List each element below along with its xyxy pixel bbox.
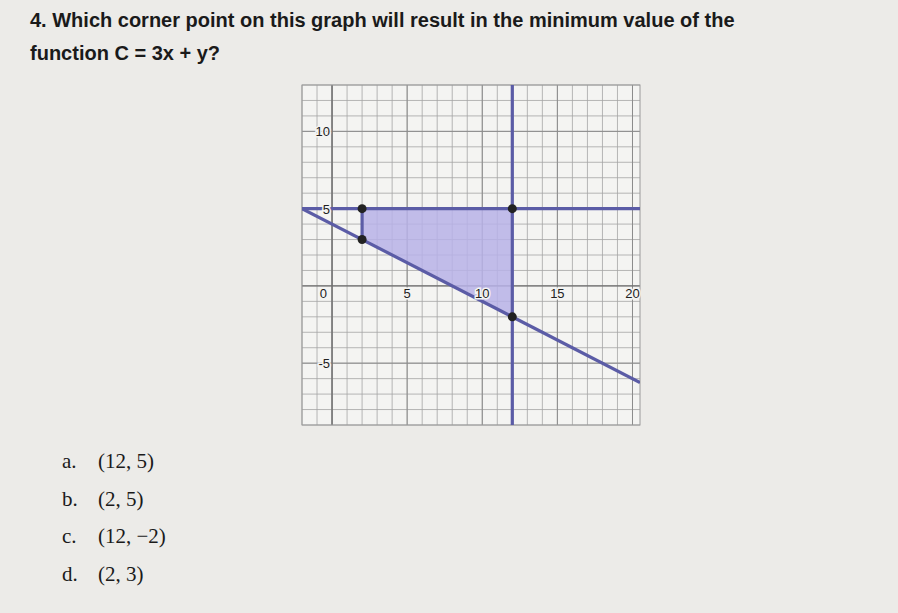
grid-line bbox=[302, 409, 640, 410]
question-line: 4. Which corner point on this graph will… bbox=[30, 9, 735, 31]
minor-grid bbox=[302, 85, 640, 425]
y-axis bbox=[331, 85, 332, 425]
grid-line bbox=[632, 85, 633, 425]
grid-line bbox=[302, 332, 640, 333]
plot-frame bbox=[302, 85, 640, 425]
y-tick-label: 5 bbox=[323, 202, 330, 217]
corner-point bbox=[358, 204, 367, 213]
grid-line bbox=[557, 85, 558, 425]
corner-point bbox=[358, 235, 367, 244]
x-tick-label: 15 bbox=[550, 286, 564, 301]
grid-line bbox=[302, 115, 640, 116]
boundary-line bbox=[360, 209, 363, 240]
grid-line bbox=[302, 162, 640, 163]
plot bbox=[302, 85, 640, 425]
boundary-line bbox=[302, 209, 640, 383]
feasible-region bbox=[362, 209, 512, 317]
grid-line bbox=[302, 394, 640, 395]
major-grid-line bbox=[332, 85, 333, 425]
y-tick-label: -5 bbox=[318, 356, 330, 371]
grid-line bbox=[302, 146, 640, 147]
grid-line bbox=[302, 193, 640, 194]
plot-area bbox=[302, 85, 640, 425]
option-text: (12, −2) bbox=[98, 524, 166, 548]
background bbox=[0, 0, 898, 613]
boundary-line bbox=[511, 85, 514, 425]
grid-line bbox=[332, 85, 333, 425]
corner-point bbox=[508, 204, 517, 213]
grid-line bbox=[302, 316, 640, 317]
major-grid-line bbox=[557, 85, 558, 425]
major-grid-line bbox=[302, 131, 640, 132]
option-letter: c. bbox=[62, 524, 77, 548]
major-grid-line bbox=[302, 363, 640, 364]
grid-line bbox=[302, 378, 640, 379]
grid-line bbox=[302, 301, 640, 302]
x-tick-label: 20 bbox=[625, 286, 639, 301]
option-letter: a. bbox=[62, 449, 77, 473]
option-text: (2, 3) bbox=[98, 562, 144, 586]
grid-line bbox=[302, 177, 640, 178]
major-grid-line bbox=[302, 208, 640, 209]
page: 4. Which corner point on this graph will… bbox=[0, 0, 898, 613]
boundary-line bbox=[302, 207, 640, 210]
x-tick-label: 5 bbox=[404, 286, 411, 301]
grid-line bbox=[302, 363, 640, 364]
grid-line bbox=[302, 100, 640, 101]
corner-point bbox=[508, 312, 517, 321]
major-grid-line bbox=[632, 85, 633, 425]
option-letter: b. bbox=[62, 487, 78, 511]
x-tick-label: 10 bbox=[475, 286, 489, 301]
x-tick-label: 0 bbox=[320, 286, 327, 301]
question-line: function C = 3x + y? bbox=[30, 42, 220, 64]
grid-line bbox=[512, 85, 513, 425]
option-letter: d. bbox=[62, 562, 78, 586]
option-text: (12, 5) bbox=[98, 449, 154, 473]
tick-labels: 0 5 10 15 20 -5 5 10 bbox=[316, 124, 640, 371]
grid-line bbox=[302, 131, 640, 132]
grid-line bbox=[302, 347, 640, 348]
data-layer bbox=[302, 85, 640, 425]
y-tick-label: 10 bbox=[316, 124, 330, 139]
option-text: (2, 5) bbox=[98, 487, 144, 511]
grid-line bbox=[302, 208, 640, 209]
